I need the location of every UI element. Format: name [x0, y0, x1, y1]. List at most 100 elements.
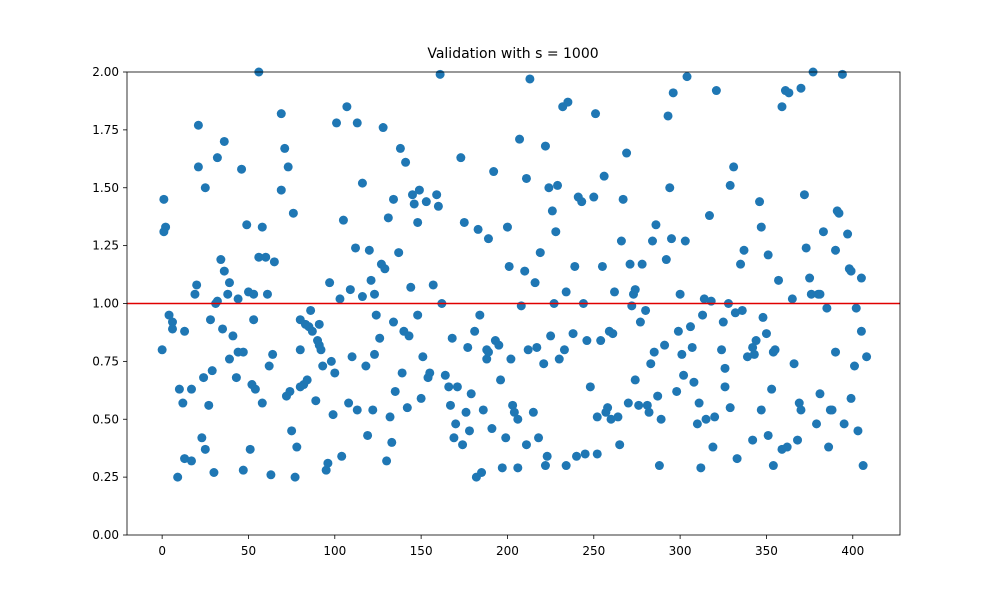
point	[483, 234, 493, 244]
point	[249, 289, 259, 299]
point	[563, 97, 573, 107]
point	[663, 111, 673, 121]
point	[625, 259, 635, 269]
point	[496, 375, 506, 385]
point	[238, 465, 248, 475]
point	[806, 289, 816, 299]
point	[347, 352, 357, 362]
point	[470, 326, 480, 336]
point	[375, 333, 385, 343]
point	[599, 171, 609, 181]
point	[660, 340, 670, 350]
point	[561, 287, 571, 297]
point	[701, 414, 711, 424]
x-tick-label: 300	[669, 544, 692, 558]
point	[326, 356, 336, 366]
point	[656, 414, 666, 424]
point	[224, 354, 234, 364]
point	[534, 433, 544, 443]
point	[245, 444, 255, 454]
point	[344, 398, 354, 408]
point	[444, 382, 454, 392]
x-tick-label: 350	[755, 544, 778, 558]
point	[516, 301, 526, 311]
point	[478, 405, 488, 415]
point	[264, 361, 274, 371]
point	[449, 433, 459, 443]
point	[582, 336, 592, 346]
point	[725, 403, 735, 413]
point	[634, 400, 644, 410]
point	[167, 317, 177, 327]
point	[585, 382, 595, 392]
point	[464, 426, 474, 436]
point	[174, 384, 184, 394]
point	[596, 336, 606, 346]
point	[390, 386, 400, 396]
chart-title: Validation with s = 1000	[427, 46, 598, 62]
point	[337, 451, 347, 461]
point	[509, 407, 519, 417]
point	[561, 461, 571, 471]
x-tick-label: 100	[323, 544, 346, 558]
point	[665, 183, 675, 193]
point	[653, 391, 663, 401]
point	[389, 194, 399, 204]
point	[704, 211, 714, 221]
point	[796, 405, 806, 415]
point	[618, 194, 628, 204]
plot-frame	[126, 71, 901, 536]
point	[742, 352, 752, 362]
point	[233, 294, 243, 304]
point	[219, 266, 229, 276]
point	[520, 266, 530, 276]
point	[459, 217, 469, 227]
point	[799, 190, 809, 200]
point	[461, 407, 471, 417]
point	[432, 190, 442, 200]
point	[332, 118, 342, 128]
point	[447, 333, 457, 343]
point	[287, 426, 297, 436]
point	[352, 405, 362, 415]
point	[789, 359, 799, 369]
point	[357, 292, 367, 302]
point	[164, 310, 174, 320]
point	[535, 248, 545, 258]
point	[380, 264, 390, 274]
point	[530, 278, 540, 288]
point	[218, 324, 228, 334]
point	[223, 289, 233, 299]
point	[371, 310, 381, 320]
point	[572, 451, 582, 461]
point	[345, 285, 355, 295]
point	[321, 465, 331, 475]
point	[553, 180, 563, 190]
point	[466, 389, 476, 399]
point	[677, 349, 687, 359]
point	[858, 461, 868, 471]
point	[831, 245, 841, 255]
point	[748, 342, 758, 352]
point	[368, 405, 378, 415]
point	[521, 173, 531, 183]
point	[751, 336, 761, 346]
point	[651, 220, 661, 230]
point	[395, 143, 405, 153]
point	[452, 382, 462, 392]
point	[782, 442, 792, 452]
point	[186, 456, 196, 466]
x-tick-label: 0	[158, 544, 166, 558]
point	[591, 109, 601, 119]
point	[525, 74, 535, 84]
point	[763, 250, 773, 260]
point	[190, 289, 200, 299]
point	[610, 287, 620, 297]
point	[592, 412, 602, 422]
point	[539, 359, 549, 369]
point	[685, 322, 695, 332]
point	[361, 361, 371, 371]
point	[307, 326, 317, 336]
point	[544, 183, 554, 193]
